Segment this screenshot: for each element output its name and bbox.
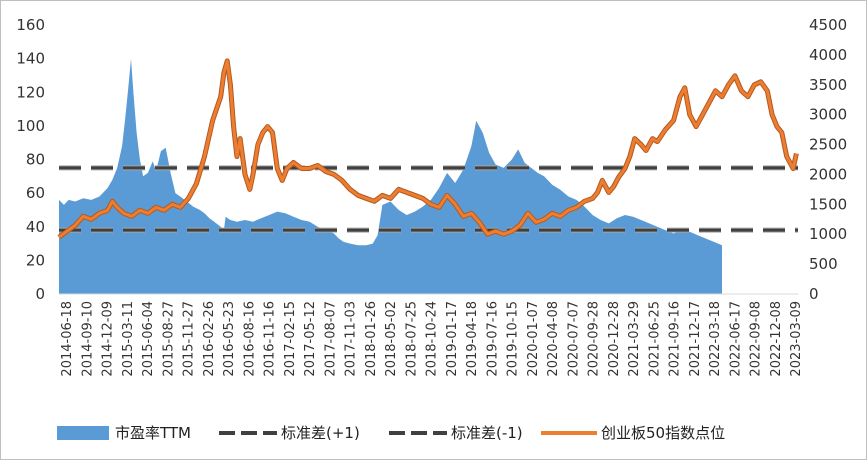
x-tick-label: 2016-05-23 (222, 301, 237, 377)
legend: 市盈率TTM 标准差(+1) 标准差(-1) 创业板50指数点位 (57, 424, 725, 442)
plot-area (57, 58, 799, 295)
left-tick-label: 80 (26, 151, 45, 169)
x-tick-label: 2022-03-18 (708, 301, 723, 377)
x-tick-label: 2020-12-28 (607, 301, 622, 377)
right-tick-label: 3500 (809, 76, 847, 94)
x-tick-label: 2014-12-09 (101, 301, 116, 377)
index-line (58, 59, 798, 239)
legend-item-index: 创业板50指数点位 (541, 424, 725, 442)
x-tick-label: 2016-11-16 (263, 301, 278, 377)
x-tick-label: 2015-03-11 (121, 301, 136, 377)
x-tick-label: 2016-02-26 (202, 301, 217, 377)
right-axis-ticks: 0 500 1000 1500 2000 2500 3000 3500 4000 4500 (809, 16, 847, 303)
x-tick-label: 2016-08-16 (242, 301, 257, 377)
left-tick-label: 60 (26, 184, 45, 202)
x-tick-label: 2015-11-27 (182, 301, 197, 377)
x-tick-label: 2017-11-03 (344, 301, 359, 377)
x-tick-label: 2019-01-17 (445, 301, 460, 377)
legend-label-pe: 市盈率TTM (115, 424, 191, 442)
x-tick-label: 2018-01-26 (364, 301, 379, 377)
x-tick-label: 2018-07-25 (404, 301, 419, 377)
left-tick-label: 0 (35, 285, 45, 303)
x-tick-label: 2022-12-08 (769, 301, 784, 377)
x-tick-label: 2017-02-15 (283, 301, 298, 377)
x-tick-label: 2021-03-29 (627, 301, 642, 377)
right-tick-label: 3000 (809, 106, 847, 124)
x-tick-label: 2015-06-04 (141, 301, 156, 377)
x-tick-label: 2018-10-24 (425, 301, 440, 377)
x-tick-label: 2015-08-27 (161, 301, 176, 377)
legend-label-sd-plus: 标准差(+1) (281, 424, 360, 442)
right-tick-label: 500 (809, 255, 838, 273)
x-tick-label: 2020-01-07 (526, 301, 541, 377)
x-tick-label: 2018-05-02 (384, 301, 399, 377)
legend-label-sd-minus: 标准差(-1) (451, 424, 523, 442)
left-axis-ticks: 0 20 40 60 80 100 120 140 160 (16, 16, 45, 303)
right-tick-label: 1000 (809, 225, 847, 243)
x-tick-label: 2014-09-10 (80, 301, 95, 377)
x-tick-label: 2014-06-18 (60, 301, 75, 377)
x-tick-label: 2019-04-18 (465, 301, 480, 377)
x-tick-label: 2020-07-07 (566, 301, 581, 377)
x-tick-label: 2017-05-12 (303, 301, 318, 377)
right-tick-label: 2500 (809, 136, 847, 154)
x-tick-label: 2020-09-28 (587, 301, 602, 377)
x-axis-ticks: 2014-06-18 2014-09-10 2014-12-09 2015-03-11… (60, 301, 804, 377)
right-tick-label: 1500 (809, 195, 847, 213)
pe-area (59, 58, 722, 294)
legend-item-pe: 市盈率TTM (57, 424, 191, 442)
x-tick-label: 2020-04-08 (546, 301, 561, 377)
left-tick-label: 120 (16, 83, 45, 101)
x-tick-label: 2021-09-16 (668, 301, 683, 377)
right-tick-label: 2000 (809, 165, 847, 183)
left-tick-label: 160 (16, 16, 45, 34)
right-tick-label: 4500 (809, 16, 847, 34)
legend-item-sd-minus: 标准差(-1) (389, 424, 523, 442)
left-tick-label: 40 (26, 218, 45, 236)
left-tick-label: 140 (16, 50, 45, 68)
legend-swatch-pe (57, 426, 109, 440)
right-tick-label: 4000 (809, 46, 847, 64)
left-tick-label: 20 (26, 251, 45, 269)
x-tick-label: 2022-06-17 (728, 301, 743, 377)
legend-label-index: 创业板50指数点位 (601, 424, 725, 442)
legend-item-sd-plus: 标准差(+1) (219, 424, 360, 442)
x-tick-label: 2017-08-07 (323, 301, 338, 377)
right-tick-label: 0 (809, 285, 819, 303)
left-tick-label: 100 (16, 117, 45, 135)
x-tick-label: 2019-07-16 (485, 301, 500, 377)
x-tick-label: 2021-06-25 (647, 301, 662, 377)
x-tick-label: 2022-09-08 (749, 301, 764, 377)
x-tick-label: 2021-12-17 (688, 301, 703, 377)
x-tick-label: 2023-03-09 (789, 301, 804, 377)
x-tick-label: 2019-10-15 (506, 301, 521, 377)
